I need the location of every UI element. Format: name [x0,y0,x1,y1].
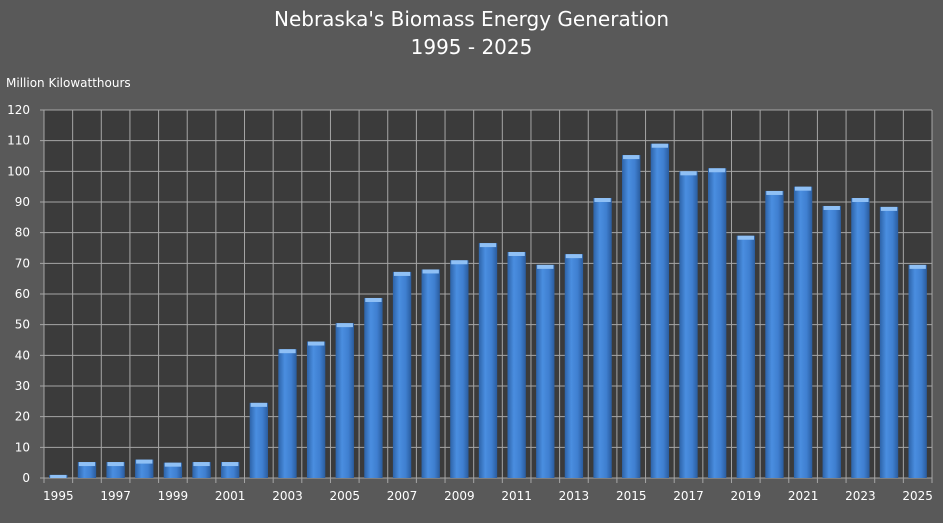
bar-2005 [335,323,354,478]
bar-cap-2011 [508,251,525,256]
x-tick-label: 2025 [902,489,933,503]
bar-2008 [421,269,440,478]
bar-2020 [765,190,784,478]
bar-cap-2009 [451,260,468,265]
y-tick-label: 10 [15,440,30,454]
bar-cap-2016 [651,143,669,148]
bar-2006 [364,297,383,478]
y-tick-label: 20 [15,410,30,424]
bar-2017 [679,171,698,479]
bar-cap-2023 [852,198,869,203]
bar-2025 [908,264,927,478]
bar-cap-2008 [422,269,439,274]
bar-cap-1998 [136,459,153,464]
y-tick-label: 40 [15,348,30,362]
bar-2012 [536,264,555,478]
bar-2018 [707,168,727,478]
y-tick-label: 60 [15,287,30,301]
bar-2021 [793,186,813,478]
x-tick-label: 2003 [272,489,303,503]
y-tick-label: 0 [22,471,30,485]
y-tick-label: 120 [7,103,30,117]
bar-2011 [507,251,526,478]
bar-cap-2002 [250,402,268,407]
bar-cap-2024 [880,206,898,211]
x-tick-label: 2019 [731,489,762,503]
bar-cap-2020 [766,190,783,195]
bar-2014 [593,198,612,478]
x-tick-label: 2017 [673,489,704,503]
bar-2007 [392,271,412,478]
x-tick-label: 1997 [100,489,131,503]
chart-subtitle: 1995 - 2025 [410,35,533,59]
x-tick-label: 2007 [387,489,418,503]
y-tick-label: 50 [15,318,30,332]
y-axis-label: Million Kilowatthours [6,76,131,90]
bar-cap-2012 [537,264,554,269]
bar-2002 [249,402,269,478]
bar-2003 [278,349,297,478]
bar-cap-2010 [479,243,497,248]
bar-cap-2003 [279,349,296,354]
x-tick-label: 2011 [501,489,532,503]
x-tick-label: 2023 [845,489,876,503]
bar-cap-2014 [594,198,611,203]
bar-1998 [135,459,154,478]
bar-cap-2001 [222,462,239,467]
x-tick-label: 2001 [215,489,246,503]
bar-2024 [879,206,899,478]
bar-2019 [736,235,755,478]
bar-2022 [822,205,841,478]
y-tick-label: 80 [15,226,30,240]
y-tick-label: 110 [7,134,30,148]
bar-cap-2017 [680,171,697,176]
bar-cap-2006 [365,297,382,302]
bar-cap-2004 [307,341,325,346]
bar-2023 [851,198,870,478]
bar-cap-1995 [50,474,67,478]
x-tick-label: 2005 [330,489,361,503]
bar-2004 [306,341,326,478]
bar-cap-2021 [794,186,812,191]
x-tick-label: 1995 [43,489,74,503]
bar-2009 [450,260,469,478]
bar-2013 [564,254,584,478]
bar-cap-1996 [78,462,96,467]
bar-cap-2022 [823,205,840,210]
x-tick-label: 2015 [616,489,647,503]
bar-cap-2019 [737,235,754,240]
chart-title: Nebraska's Biomass Energy Generation [273,7,670,31]
bar-cap-2013 [565,254,583,259]
bar-cap-1999 [164,462,182,467]
bar-cap-2025 [909,264,926,269]
bar-cap-2007 [393,271,411,276]
bar-cap-2000 [193,462,210,467]
x-tick-label: 2013 [559,489,590,503]
bar-cap-2018 [708,168,726,173]
y-tick-label: 30 [15,379,30,393]
y-tick-label: 70 [15,256,30,270]
bar-cap-2005 [336,323,353,328]
x-tick-label: 2009 [444,489,475,503]
y-tick-label: 90 [15,195,30,209]
x-tick-label: 1999 [158,489,189,503]
bar-cap-2015 [623,155,640,160]
bar-2016 [650,143,670,478]
bar-cap-1997 [107,462,124,467]
bar-2015 [622,155,641,478]
x-tick-label: 2021 [788,489,819,503]
y-tick-label: 100 [7,164,30,178]
bar-2010 [478,243,498,478]
